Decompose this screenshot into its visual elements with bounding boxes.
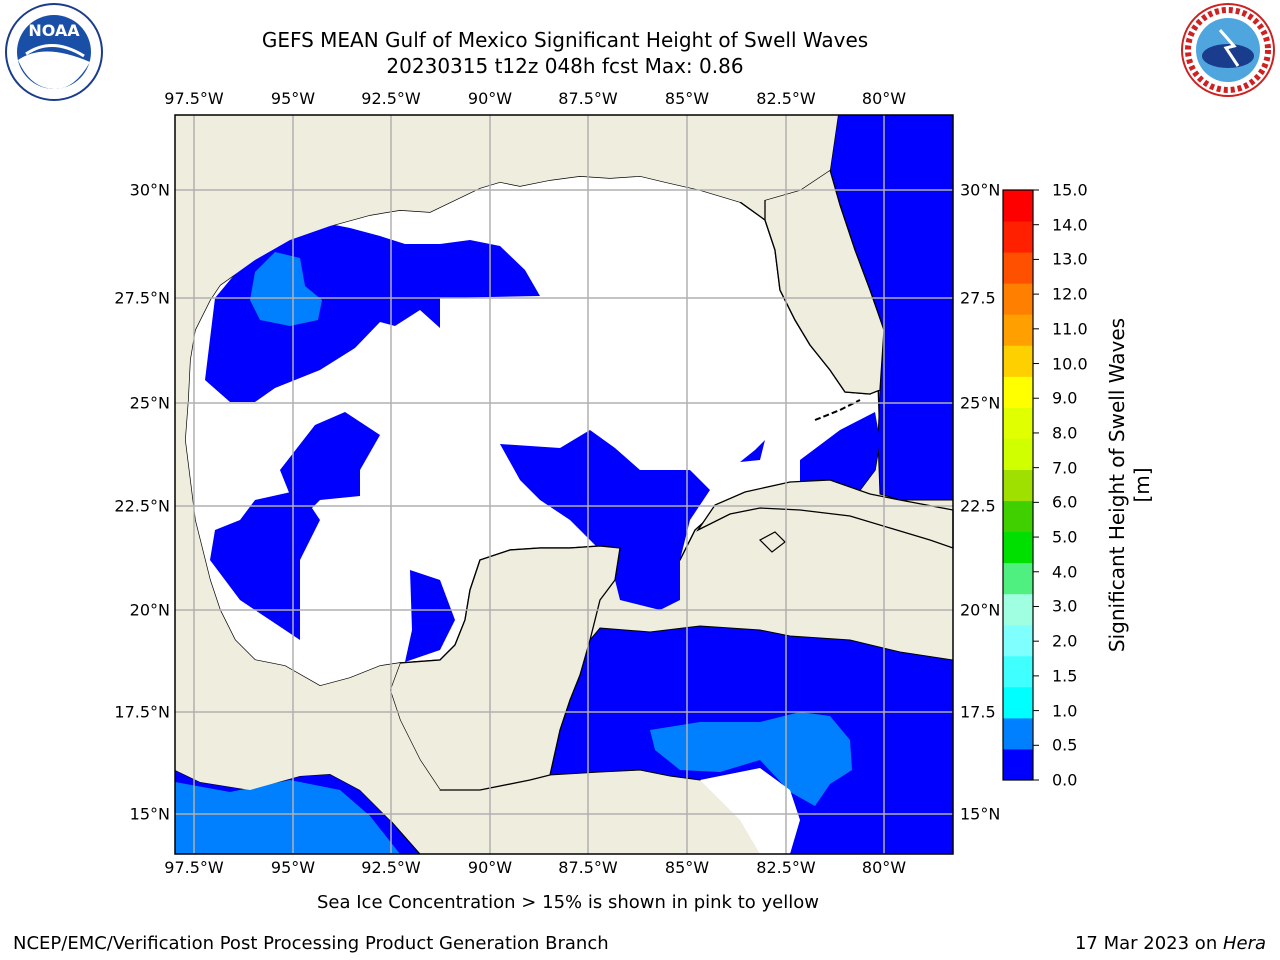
colorbar-segment [1003, 314, 1033, 346]
colorbar-segment [1003, 252, 1033, 284]
pacific-light-swell [175, 780, 400, 854]
lat-tick-right: 30°N [960, 180, 1001, 200]
lon-tick-bottom: 90°W [467, 858, 513, 877]
nws-logo [1176, 0, 1280, 100]
map-frame [174, 114, 954, 855]
lat-tick-left: 25°N [129, 393, 170, 413]
lat-tick-right: 25°N [960, 393, 1001, 413]
lon-tick-top: 80°W [861, 89, 907, 108]
lon-tick-bottom: 80°W [861, 858, 907, 877]
colorbar-segment [1003, 283, 1033, 315]
lon-tick-bottom: 97.5°W [164, 858, 224, 877]
colorbar-segment [1003, 686, 1033, 719]
colorbar-segment [1003, 500, 1033, 533]
run-date-text: 17 Mar 2023 on [1074, 933, 1223, 954]
colorbar-segment [1003, 748, 1033, 781]
run-date: 17 Mar 2023 on Hera [1075, 933, 1266, 954]
colorbar-segment [1003, 562, 1033, 595]
lat-tick-right: 15°N [960, 804, 1001, 824]
map-subtitle: 20230315 t12z 048h fcst Max: 0.86 [386, 54, 744, 78]
lat-tick-left: 27.5°N [114, 288, 170, 308]
caribbean-white-patch [700, 768, 800, 854]
colorbar-tick-label: 9.0 [1052, 388, 1078, 408]
lon-tick-bottom: 92.5°W [361, 858, 421, 877]
colorbar [1002, 189, 1039, 781]
isla-de-la-juventud [759, 531, 786, 553]
colorbar-segment [1003, 376, 1033, 408]
colorbar-tick-label: 4.0 [1052, 562, 1078, 582]
colorbar-segment [1003, 438, 1033, 470]
colorbar-segment [1003, 345, 1033, 377]
lat-tick-left: 30°N [129, 180, 170, 200]
lat-tick-right: 17.5 [960, 702, 996, 722]
colorbar-segment [1003, 221, 1033, 253]
colorbar-tick-label: 8.0 [1052, 423, 1078, 443]
colorbar-segment [1003, 469, 1033, 502]
svg-text:NOAA: NOAA [28, 21, 80, 40]
colorbar-frame [1002, 189, 1034, 781]
colorbar-tick-label: 0.0 [1052, 770, 1078, 790]
lat-tick-left: 22.5°N [114, 496, 170, 516]
colorbar-tick-label: 7.0 [1052, 458, 1078, 478]
gulf-light-swell-patch [250, 252, 322, 326]
colorbar-title: Significant Height of Swell Waves [m] [1105, 317, 1154, 653]
lat-tick-right: 27.5 [960, 288, 996, 308]
colorbar-segment [1003, 655, 1033, 688]
colorbar-tick-label: 1.5 [1052, 666, 1078, 686]
colorbar-tick-label: 2.0 [1052, 631, 1078, 651]
noaa-logo: NOAA [4, 2, 104, 102]
colorbar-tick-label: 13.0 [1052, 249, 1088, 269]
colorbar-tick-label: 6.0 [1052, 492, 1078, 512]
lat-tick-right: 22.5 [960, 496, 996, 516]
lon-gridlines [193, 115, 885, 854]
lon-tick-top: 85°W [664, 89, 710, 108]
lon-tick-top: 92.5°W [361, 89, 421, 108]
yucatan-peninsula [389, 545, 621, 791]
colorbar-tick-label: 14.0 [1052, 215, 1088, 235]
colorbar-tick-label: 11.0 [1052, 319, 1088, 339]
colorbar-tick-label: 1.0 [1052, 701, 1078, 721]
lat-tick-left: 17.5°N [114, 702, 170, 722]
colorbar-tick-label: 5.0 [1052, 527, 1078, 547]
mexico-west-coast [175, 115, 838, 820]
lat-gridlines [175, 189, 953, 815]
lon-tick-top: 97.5°W [164, 89, 224, 108]
colorbar-tick-label: 0.5 [1052, 735, 1078, 755]
lon-tick-bottom: 95°W [270, 858, 316, 877]
colorbar-segment [1003, 624, 1033, 657]
colorbar-segment [1003, 717, 1033, 750]
lat-tick-left: 15°N [129, 804, 170, 824]
machine-name: Hera [1222, 933, 1266, 954]
lon-tick-bottom: 82.5°W [756, 858, 816, 877]
sea-ice-note: Sea Ice Concentration > 15% is shown in … [317, 892, 819, 913]
lat-tick-left: 20°N [129, 600, 170, 620]
colorbar-tick-label: 3.0 [1052, 596, 1078, 616]
map-title: GEFS MEAN Gulf of Mexico Significant Hei… [261, 28, 869, 52]
colorbar-segment [1003, 593, 1033, 626]
colorbar-segment [1003, 531, 1033, 564]
org-credit: NCEP/EMC/Verification Post Processing Pr… [13, 933, 609, 954]
colorbar-segment [1003, 407, 1033, 439]
lon-tick-bottom: 85°W [664, 858, 710, 877]
colorbar-tick-label: 10.0 [1052, 354, 1088, 374]
colorbar-tick-label: 15.0 [1052, 180, 1088, 200]
lon-tick-top: 82.5°W [756, 89, 816, 108]
lon-tick-top: 90°W [467, 89, 513, 108]
colorbar-tick-label: 12.0 [1052, 284, 1088, 304]
lon-tick-top: 87.5°W [558, 89, 618, 108]
lon-tick-top: 95°W [270, 89, 316, 108]
lat-tick-right: 20°N [960, 600, 1001, 620]
caribbean-light-swell [650, 712, 852, 806]
colorbar-segment [1003, 190, 1033, 222]
lon-tick-bottom: 87.5°W [558, 858, 618, 877]
